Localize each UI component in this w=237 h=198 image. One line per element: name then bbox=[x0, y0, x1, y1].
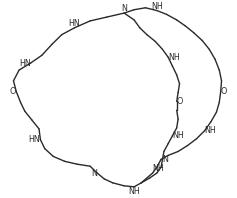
Text: NH: NH bbox=[153, 164, 164, 173]
Text: O: O bbox=[10, 87, 16, 96]
Text: HN: HN bbox=[29, 135, 41, 144]
Text: NH: NH bbox=[151, 2, 163, 10]
Text: NH: NH bbox=[173, 131, 184, 140]
Text: N: N bbox=[121, 4, 127, 13]
Text: N: N bbox=[91, 168, 97, 178]
Text: O: O bbox=[177, 97, 183, 106]
Text: NH: NH bbox=[168, 53, 180, 62]
Text: O: O bbox=[221, 87, 227, 96]
Text: HN: HN bbox=[19, 59, 31, 68]
Text: NH: NH bbox=[128, 187, 140, 196]
Text: NH: NH bbox=[205, 126, 216, 135]
Text: HN: HN bbox=[69, 19, 80, 28]
Text: N: N bbox=[163, 155, 168, 164]
